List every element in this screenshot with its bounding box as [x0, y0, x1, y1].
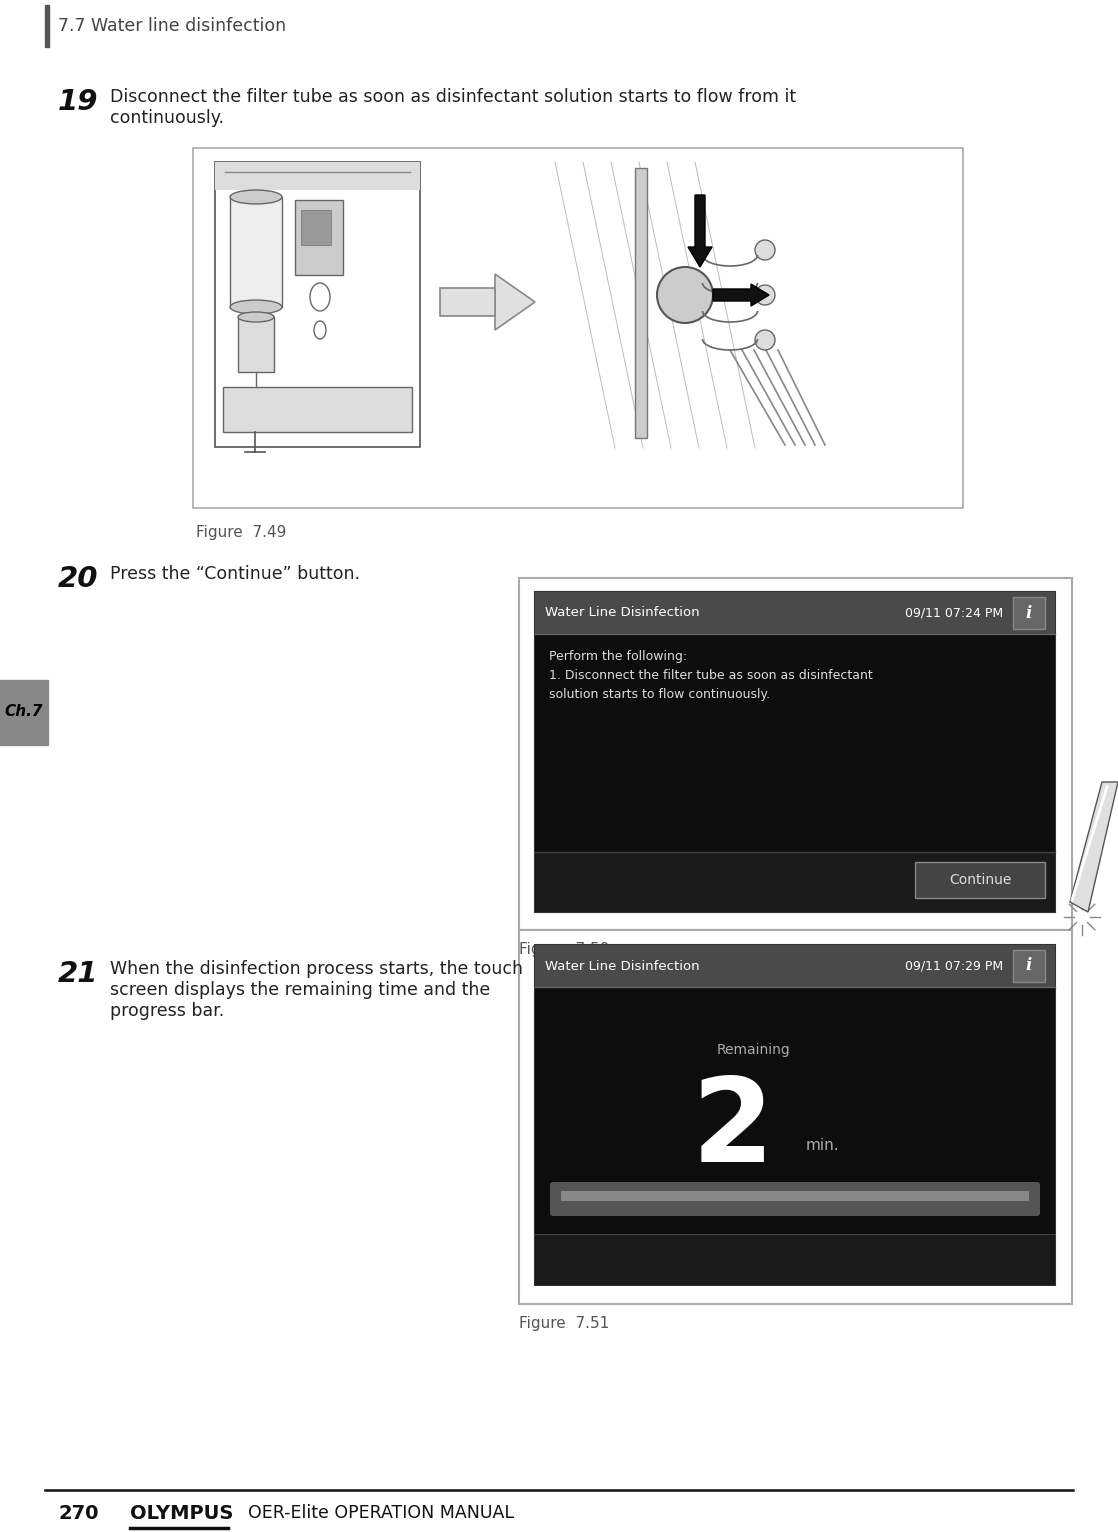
Bar: [536, 1235, 1055, 1285]
Polygon shape: [1070, 781, 1118, 912]
Text: Water Line Disinfection: Water Line Disinfection: [544, 959, 700, 973]
Ellipse shape: [310, 283, 330, 311]
Text: Continue: Continue: [949, 873, 1011, 887]
Bar: [915, 863, 1045, 898]
Text: 270: 270: [58, 1504, 98, 1523]
Circle shape: [755, 329, 775, 349]
Text: Press the “Continue” button.: Press the “Continue” button.: [110, 565, 360, 584]
Text: 21: 21: [58, 961, 98, 988]
Bar: [635, 169, 647, 438]
Text: Figure  7.50: Figure 7.50: [519, 942, 609, 958]
Bar: [536, 591, 1055, 634]
Ellipse shape: [238, 313, 274, 322]
Text: OLYMPUS: OLYMPUS: [130, 1504, 234, 1523]
FancyArrow shape: [713, 283, 769, 306]
Text: Remaining: Remaining: [717, 1043, 790, 1057]
Polygon shape: [495, 274, 536, 329]
Bar: [440, 288, 495, 316]
Bar: [0, 680, 48, 745]
Bar: [193, 149, 963, 509]
Bar: [440, 288, 495, 316]
Text: 09/11 07:29 PM: 09/11 07:29 PM: [904, 959, 1003, 973]
Bar: [536, 945, 1055, 1285]
Text: Ch.7: Ch.7: [4, 705, 44, 720]
Bar: [536, 634, 1055, 852]
Text: 7.7 Water line disinfection: 7.7 Water line disinfection: [58, 17, 286, 35]
Bar: [536, 591, 1055, 912]
FancyBboxPatch shape: [550, 1183, 1040, 1216]
Text: min.: min.: [805, 1137, 838, 1152]
Text: When the disinfection process starts, the touch
screen displays the remaining ti: When the disinfection process starts, th…: [110, 961, 523, 1020]
Ellipse shape: [230, 300, 282, 314]
Bar: [1013, 950, 1045, 982]
Text: 19: 19: [58, 87, 98, 116]
Bar: [45, 5, 49, 47]
FancyArrow shape: [688, 195, 712, 267]
Text: Water Line Disinfection: Water Line Disinfection: [544, 607, 700, 619]
Bar: [519, 930, 1072, 1304]
Circle shape: [657, 267, 713, 323]
Text: Figure  7.51: Figure 7.51: [519, 1316, 609, 1331]
Text: i: i: [1026, 605, 1032, 622]
Bar: [230, 198, 282, 306]
Ellipse shape: [314, 322, 326, 339]
Bar: [536, 852, 1055, 912]
Text: i: i: [1026, 958, 1032, 974]
Text: 09/11 07:24 PM: 09/11 07:24 PM: [904, 607, 1003, 619]
Bar: [519, 578, 1072, 930]
Bar: [215, 162, 420, 190]
Bar: [561, 1190, 1029, 1201]
Text: OER-Elite OPERATION MANUAL: OER-Elite OPERATION MANUAL: [248, 1504, 514, 1521]
Ellipse shape: [230, 190, 282, 204]
Bar: [215, 162, 420, 447]
Bar: [222, 388, 413, 432]
Bar: [238, 317, 274, 372]
Bar: [536, 987, 1055, 1285]
Text: 2: 2: [692, 1072, 774, 1187]
Circle shape: [755, 285, 775, 305]
Text: 20: 20: [58, 565, 98, 593]
Text: Figure  7.49: Figure 7.49: [196, 525, 286, 539]
Bar: [1013, 597, 1045, 630]
Text: Disconnect the filter tube as soon as disinfectant solution starts to flow from : Disconnect the filter tube as soon as di…: [110, 87, 796, 127]
Bar: [301, 210, 331, 245]
Text: Perform the following:
1. Disconnect the filter tube as soon as disinfectant
sol: Perform the following: 1. Disconnect the…: [549, 650, 873, 702]
Circle shape: [755, 241, 775, 260]
Bar: [536, 945, 1055, 987]
Bar: [295, 201, 343, 276]
